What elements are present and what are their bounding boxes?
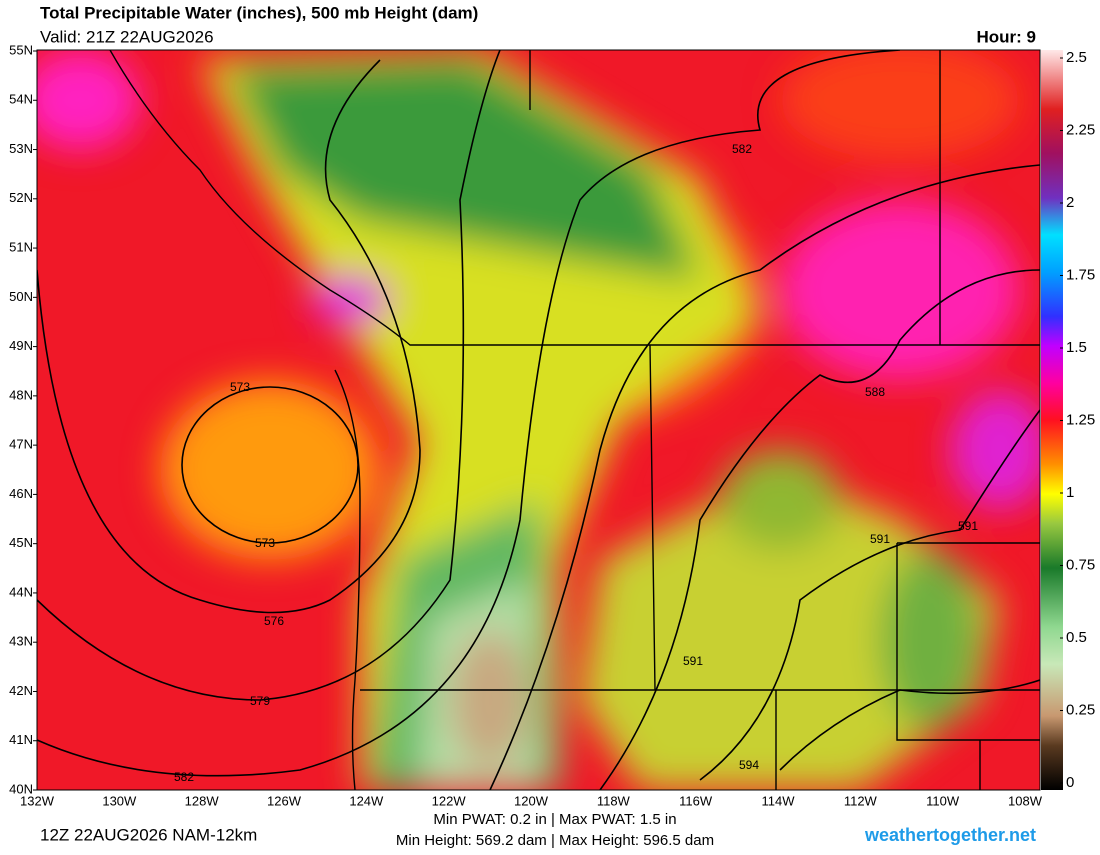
colorbar-label: 0.25 [1066,701,1095,718]
pwat-field [37,50,1040,790]
lat-label: 44N [9,584,33,599]
contour-label: 579 [250,694,270,708]
colorbar-label: 2 [1066,194,1074,211]
colorbar-label: 2.5 [1066,49,1087,66]
height-stats: Min Height: 569.2 dam | Max Height: 596.… [396,832,714,849]
lat-label: 52N [9,190,33,205]
lat-label: 42N [9,683,33,698]
lat-label: 51N [9,240,33,255]
lat-label: 46N [9,486,33,501]
colorbar-label: 1 [1066,484,1074,501]
lat-label: 55N [9,42,33,57]
lat-label: 50N [9,289,33,304]
colorbar-label: 1.75 [1066,266,1095,283]
lon-label: 128W [185,793,220,808]
pwat-stats: Min PWAT: 0.2 in | Max PWAT: 1.5 in [433,811,676,828]
lat-label: 53N [9,141,33,156]
lon-label: 110W [926,793,960,808]
lon-label: 120W [514,793,549,808]
contour-label: 582 [732,142,752,156]
site-credit: weathertogether.net [864,825,1036,845]
colorbar-label: 0.75 [1066,556,1095,573]
lat-label: 48N [9,387,33,402]
valid-time: Valid: 21Z 22AUG2026 [40,27,214,46]
lat-label: 43N [9,634,33,649]
lon-label: 112W [844,793,878,808]
map-frame [36,49,1041,791]
lat-label: 40N [9,781,33,796]
lon-label: 114W [762,793,796,808]
contour-label: 591 [870,532,890,546]
lon-label: 130W [102,793,137,808]
lon-label: 124W [349,793,384,808]
contour-label: 573 [255,536,275,550]
lat-label: 54N [9,92,33,107]
lon-label: 118W [597,793,631,808]
lat-label: 47N [9,437,33,452]
lon-label: 126W [267,793,302,808]
contour-label: 582 [174,770,194,784]
colorbar [1041,50,1063,790]
contour-label: 594 [739,758,759,772]
title: Total Precipitable Water (inches), 500 m… [40,3,478,22]
contour-label: 588 [865,385,885,399]
forecast-hour: Hour: 9 [977,27,1037,46]
contour-label: 591 [958,519,978,533]
colorbar-label: 1.25 [1066,411,1095,428]
lat-label: 41N [9,732,33,747]
lat-label: 49N [9,338,33,353]
lat-label: 45N [9,535,33,550]
contour-label: 591 [683,654,703,668]
lon-label: 122W [432,793,467,808]
colorbar-label: 2.25 [1066,121,1095,138]
contour-label: 576 [264,614,284,628]
lon-label: 116W [679,793,713,808]
contour-label: 573 [230,380,250,394]
lon-label: 132W [20,793,55,808]
colorbar-label: 1.5 [1066,339,1087,356]
colorbar-label: 0.5 [1066,629,1087,646]
colorbar-label: 0 [1066,774,1074,791]
model-run: 12Z 22AUG2026 NAM-12km [40,825,257,844]
lon-label: 108W [1008,793,1043,808]
